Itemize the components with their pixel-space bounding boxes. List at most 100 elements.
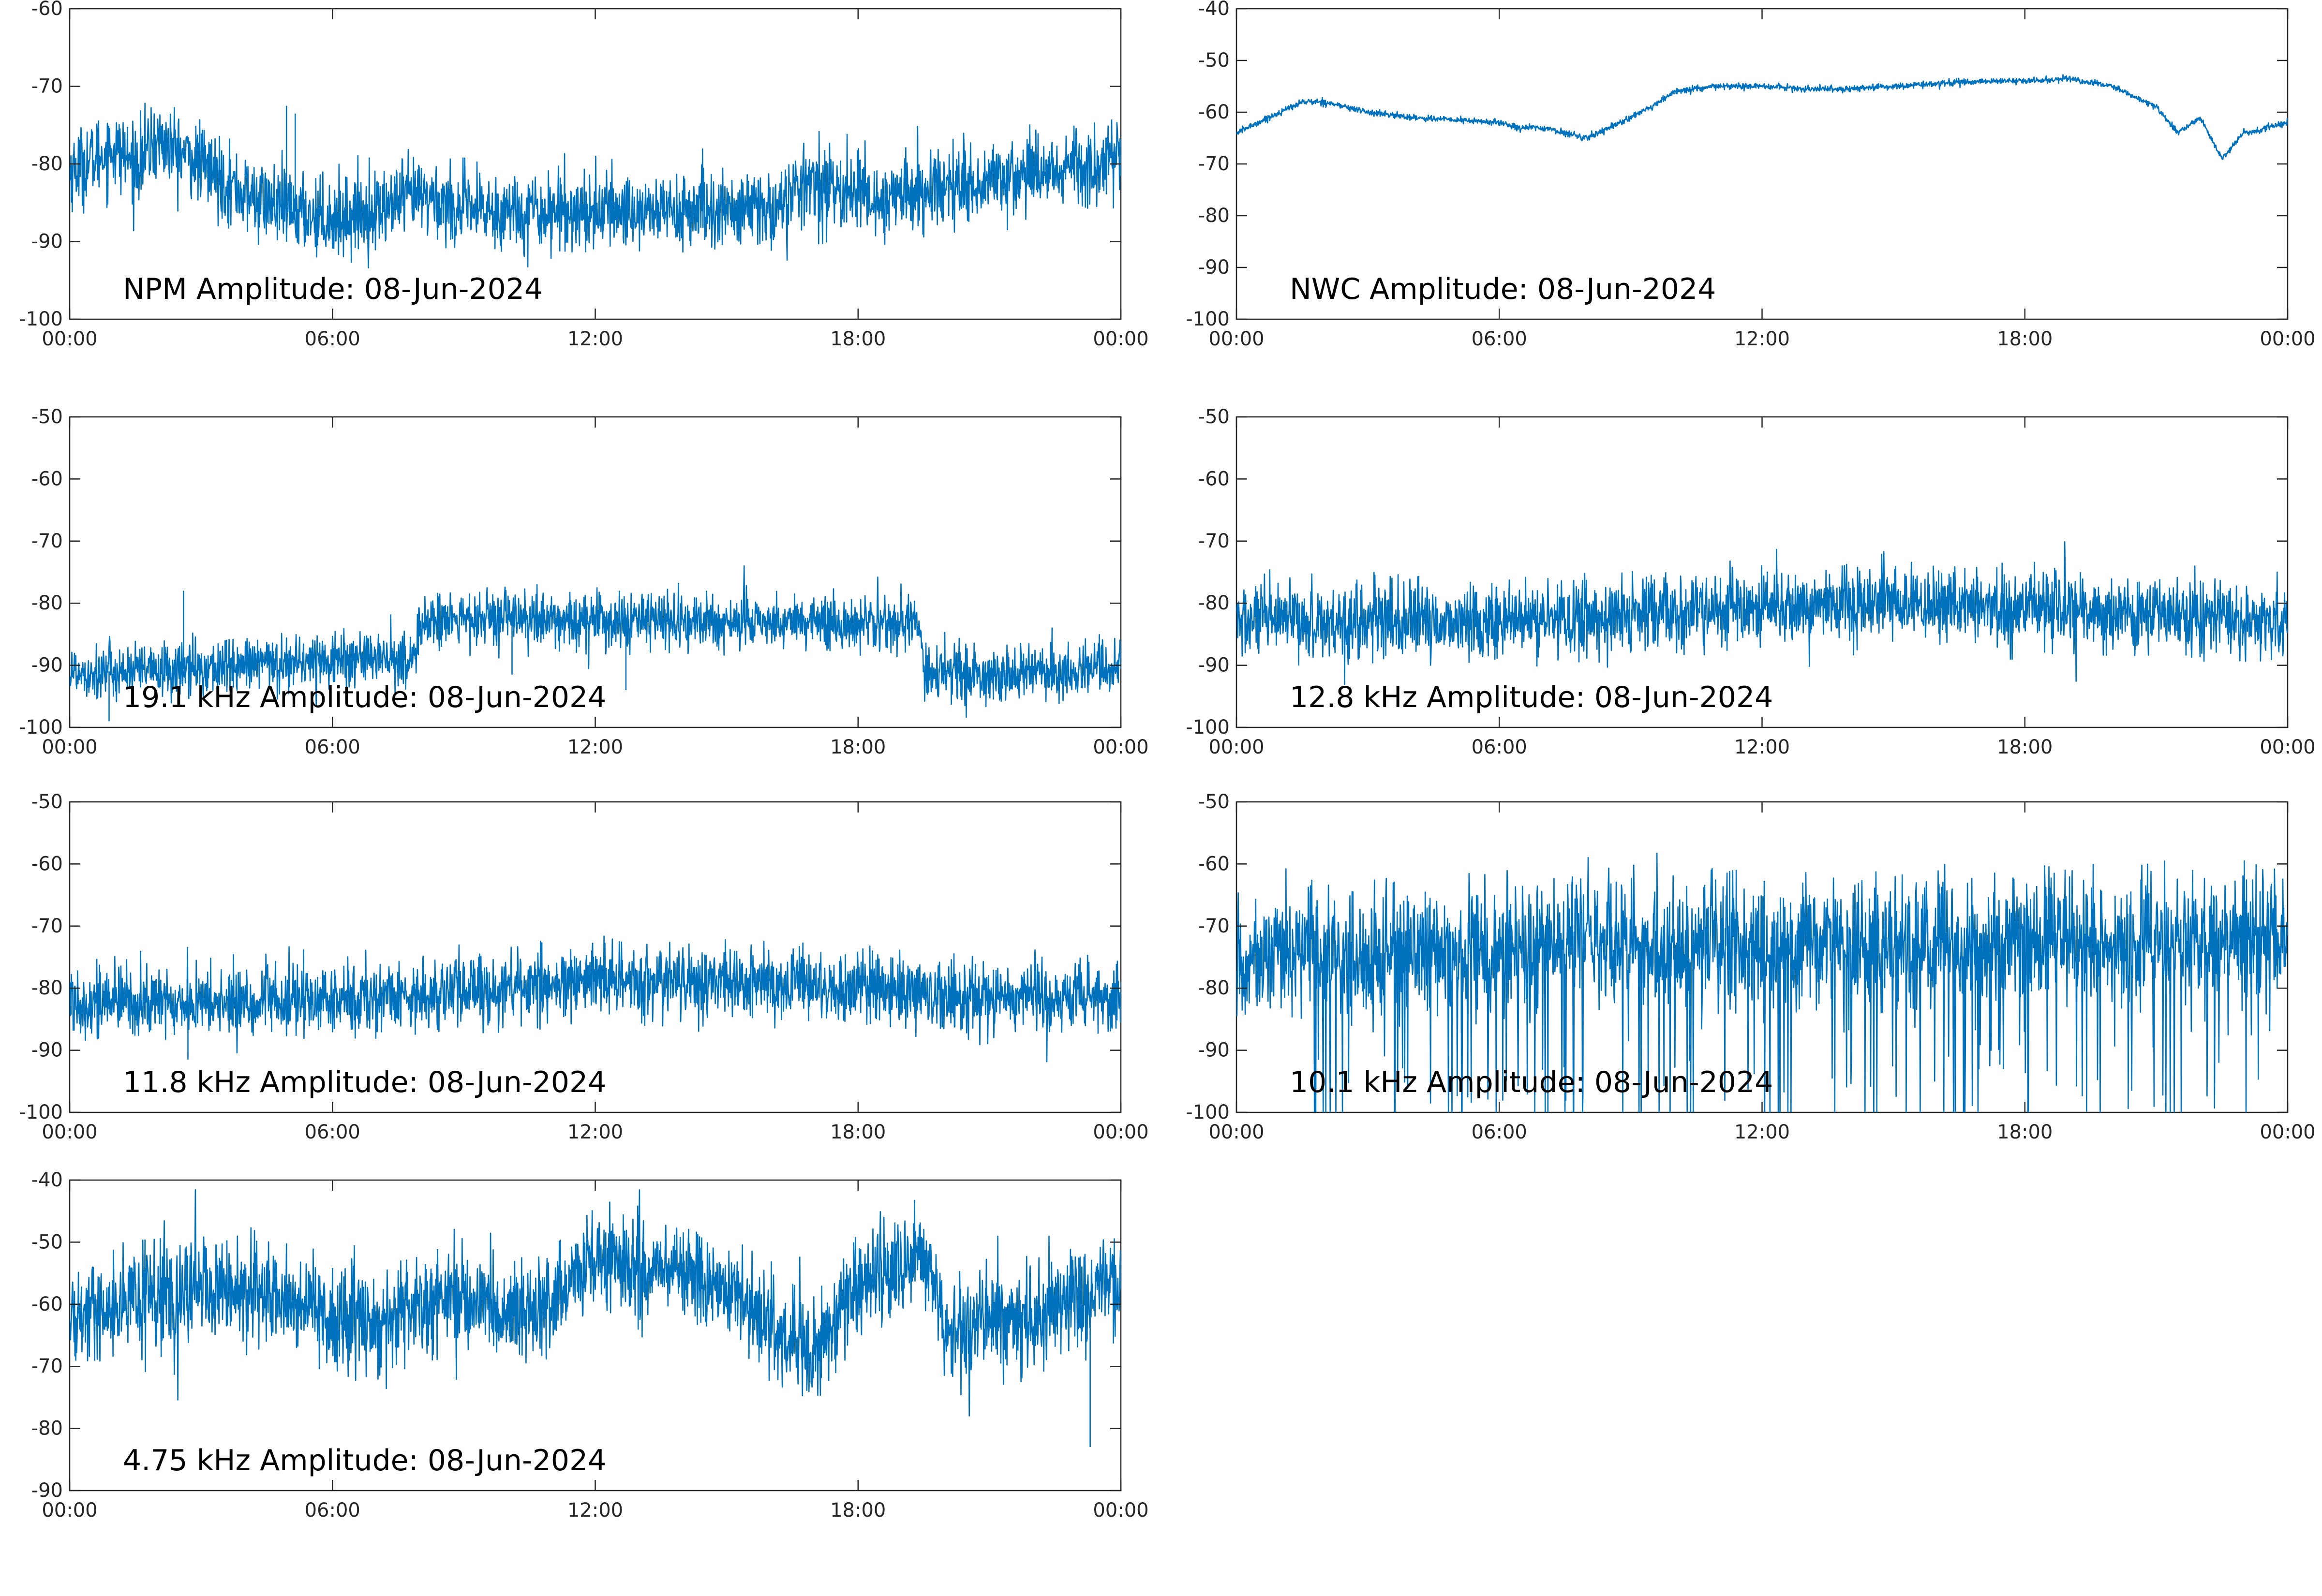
panel-caption: NPM Amplitude: 08-Jun-2024 bbox=[123, 272, 543, 306]
y-tick-label: -80 bbox=[1198, 205, 1230, 227]
x-tick-label: 00:00 bbox=[1093, 1121, 1148, 1143]
y-tick-label: -70 bbox=[1198, 153, 1230, 175]
y-tick-label: -80 bbox=[31, 977, 63, 999]
x-tick-label: 18:00 bbox=[830, 1499, 886, 1522]
y-tick-label: -90 bbox=[31, 1479, 63, 1502]
x-tick-label: 00:00 bbox=[42, 328, 97, 350]
x-tick-label: 00:00 bbox=[1093, 328, 1148, 350]
series-line bbox=[70, 565, 1121, 722]
y-tick-label: -70 bbox=[31, 915, 63, 937]
chart-panel-4: -100 -90 -80 -70 -60 -50 00:00 06:00 12:00 18:00 0… bbox=[1186, 406, 2315, 758]
panel-caption: 19.1 kHz Amplitude: 08-Jun-2024 bbox=[123, 680, 606, 714]
y-tick-label: -60 bbox=[31, 0, 63, 20]
x-tick-label: 12:00 bbox=[567, 1121, 623, 1143]
y-tick-label: -60 bbox=[31, 468, 63, 490]
x-tick-label: 00:00 bbox=[1208, 1121, 1264, 1143]
panel-caption: NWC Amplitude: 08-Jun-2024 bbox=[1290, 272, 1716, 306]
x-tick-label: 06:00 bbox=[305, 1121, 360, 1143]
chart-panel-7: -90 -80 -70 -60 -50 -40 00:00 06:00 12:00 18:00 00… bbox=[31, 1169, 1149, 1522]
y-tick-label: -90 bbox=[1198, 1039, 1230, 1062]
series-line bbox=[70, 103, 1121, 268]
y-tick-label: -50 bbox=[1198, 406, 1230, 428]
x-tick-label: 06:00 bbox=[1472, 328, 1527, 350]
x-tick-label: 00:00 bbox=[2260, 328, 2315, 350]
x-tick-label: 00:00 bbox=[2260, 1121, 2315, 1143]
y-tick-label: -80 bbox=[31, 1418, 63, 1440]
y-tick-label: -60 bbox=[1198, 853, 1230, 875]
x-tick-label: 00:00 bbox=[42, 1499, 97, 1522]
x-tick-label: 00:00 bbox=[42, 1121, 97, 1143]
series-line bbox=[1236, 541, 2288, 685]
y-tick-label: -60 bbox=[31, 1293, 63, 1315]
series-line bbox=[1236, 74, 2288, 160]
y-tick-label: -60 bbox=[1198, 468, 1230, 490]
y-tick-label: -100 bbox=[1186, 716, 1230, 739]
y-tick-label: -100 bbox=[1186, 1101, 1230, 1123]
x-tick-label: 12:00 bbox=[1734, 736, 1790, 758]
y-tick-label: -80 bbox=[31, 153, 63, 175]
x-tick-label: 00:00 bbox=[2260, 736, 2315, 758]
x-tick-label: 00:00 bbox=[1208, 328, 1264, 350]
x-tick-label: 12:00 bbox=[567, 1499, 623, 1522]
x-tick-label: 18:00 bbox=[1997, 328, 2053, 350]
chart-panel-5: -100 -90 -80 -70 -60 -50 00:00 06:00 12:00 18:00 0… bbox=[19, 791, 1148, 1143]
y-tick-label: -100 bbox=[1186, 308, 1230, 330]
x-tick-label: 12:00 bbox=[567, 328, 623, 350]
y-tick-label: -50 bbox=[1198, 49, 1230, 72]
chart-panel-3: -100 -90 -80 -70 -60 -50 00:00 06:00 12:00 18:00 0… bbox=[19, 406, 1148, 758]
y-tick-label: -70 bbox=[1198, 915, 1230, 937]
x-tick-label: 00:00 bbox=[42, 736, 97, 758]
x-tick-label: 06:00 bbox=[1472, 1121, 1527, 1143]
x-tick-label: 12:00 bbox=[1734, 1121, 1790, 1143]
y-tick-label: -100 bbox=[19, 1101, 63, 1123]
y-tick-label: -50 bbox=[31, 791, 63, 813]
y-tick-label: -100 bbox=[19, 308, 63, 330]
x-tick-label: 00:00 bbox=[1093, 736, 1148, 758]
y-tick-label: -40 bbox=[1198, 0, 1230, 20]
x-tick-label: 18:00 bbox=[1997, 1121, 2053, 1143]
y-tick-label: -70 bbox=[31, 1355, 63, 1377]
chart-panel-1: -100 -90 -80 -70 -60 00:00 06:00 12:00 18:00 00:0… bbox=[19, 0, 1148, 350]
x-tick-label: 18:00 bbox=[830, 328, 886, 350]
x-tick-label: 06:00 bbox=[1472, 736, 1527, 758]
y-tick-label: -50 bbox=[31, 406, 63, 428]
x-tick-label: 18:00 bbox=[1997, 736, 2053, 758]
y-tick-label: -90 bbox=[31, 654, 63, 677]
y-tick-label: -80 bbox=[1198, 592, 1230, 614]
panel-caption: 12.8 kHz Amplitude: 08-Jun-2024 bbox=[1290, 680, 1773, 714]
y-tick-label: -70 bbox=[31, 530, 63, 552]
chart-panel-6: -100 -90 -80 -70 -60 -50 00:00 06:00 12:00 18:00 0… bbox=[1186, 791, 2315, 1143]
y-tick-label: -70 bbox=[31, 75, 63, 98]
series-line bbox=[70, 1189, 1121, 1448]
panel-caption: 4.75 kHz Amplitude: 08-Jun-2024 bbox=[123, 1444, 606, 1478]
series-line bbox=[70, 935, 1121, 1063]
series-line bbox=[1236, 853, 2288, 1112]
x-tick-label: 18:00 bbox=[830, 736, 886, 758]
y-tick-label: -90 bbox=[31, 231, 63, 253]
chart-panels: -100 -90 -80 -70 -60 00:00 06:00 12:00 18:00 00:0… bbox=[19, 0, 2315, 1522]
y-tick-label: -70 bbox=[1198, 530, 1230, 552]
y-tick-label: -90 bbox=[31, 1039, 63, 1062]
y-tick-label: -60 bbox=[31, 853, 63, 875]
chart-panel-2: -100 -90 -80 -70 -60 -50 -40 00:00 06:00 12:00 18:… bbox=[1186, 0, 2315, 350]
panel-caption: 10.1 kHz Amplitude: 08-Jun-2024 bbox=[1290, 1065, 1773, 1099]
x-tick-label: 06:00 bbox=[305, 1499, 360, 1522]
x-tick-label: 12:00 bbox=[567, 736, 623, 758]
x-tick-label: 06:00 bbox=[305, 736, 360, 758]
x-tick-label: 00:00 bbox=[1208, 736, 1264, 758]
panel-caption: 11.8 kHz Amplitude: 08-Jun-2024 bbox=[123, 1065, 606, 1099]
x-tick-label: 18:00 bbox=[830, 1121, 886, 1143]
x-tick-label: 00:00 bbox=[1093, 1499, 1148, 1522]
y-tick-label: -40 bbox=[31, 1169, 63, 1191]
y-tick-label: -50 bbox=[1198, 791, 1230, 813]
y-tick-label: -100 bbox=[19, 716, 63, 739]
x-tick-label: 06:00 bbox=[305, 328, 360, 350]
y-tick-label: -90 bbox=[1198, 256, 1230, 279]
y-tick-label: -80 bbox=[31, 592, 63, 614]
y-tick-label: -60 bbox=[1198, 101, 1230, 123]
x-tick-label: 12:00 bbox=[1734, 328, 1790, 350]
y-tick-label: -50 bbox=[31, 1231, 63, 1253]
plot-frame bbox=[1235, 8, 2289, 320]
y-tick-label: -80 bbox=[1198, 977, 1230, 999]
